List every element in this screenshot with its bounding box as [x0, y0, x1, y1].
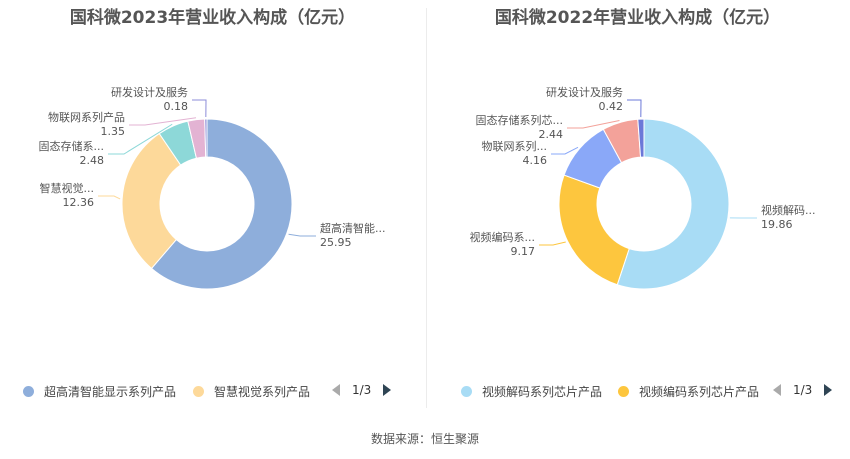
legend-item[interactable]: 视频编码系列芯片产品: [618, 383, 759, 400]
slice-value-label: 2.44: [539, 128, 564, 141]
label-leader-line: [108, 123, 173, 155]
legend-page-indicator: 1/3: [793, 383, 813, 397]
slice-label: 超高清智能...: [320, 221, 386, 235]
legend-item[interactable]: 超高清智能显示系列产品: [23, 383, 176, 400]
label-leader-line: [288, 233, 316, 237]
label-leader-line: [539, 241, 566, 246]
slice-label: 视频解码...: [761, 203, 816, 217]
legend: 超高清智能显示系列产品 智慧视觉系列产品 1/3: [0, 383, 425, 403]
prev-page-icon[interactable]: [773, 384, 781, 396]
panel-divider: [426, 8, 427, 408]
slice-value-label: 0.42: [599, 100, 624, 113]
slice-value-label: 4.16: [523, 154, 548, 167]
slice-value-label: 1.35: [101, 125, 126, 138]
slice-value-label: 12.36: [63, 196, 95, 209]
slice-value-label: 25.95: [320, 236, 352, 249]
slice-label: 物联网系列...: [482, 139, 548, 153]
legend-swatch: [193, 386, 204, 397]
legend-item[interactable]: 视频解码系列芯片产品: [461, 383, 602, 400]
donut-chart-2023: 超高清智能...25.95 智慧视觉...12.36 固态存储系...2.48 物联网…: [39, 85, 386, 290]
label-leader-line: [98, 195, 121, 200]
label-leader-line: [627, 99, 642, 118]
next-page-icon[interactable]: [383, 384, 392, 396]
donut-slice[interactable]: [637, 118, 645, 158]
slice-label: 智慧视觉...: [40, 181, 95, 195]
label-leader-line: [551, 146, 579, 155]
donut-chart-2022: 视频解码...19.86 视频编码系...9.17 物联网系列...4.16 固态存储…: [470, 85, 816, 290]
chart-title: 国科微2022年营业收入构成（亿元）: [494, 8, 781, 28]
slice-value-label: 9.17: [511, 245, 536, 258]
slice-label: 视频编码系...: [470, 230, 536, 244]
slice-value-label: 2.48: [80, 154, 105, 167]
slice-label: 研发设计及服务: [111, 85, 188, 99]
legend-page-indicator: 1/3: [352, 383, 372, 397]
legend-label: 超高清智能显示系列产品: [44, 385, 177, 399]
slice-value-label: 19.86: [761, 218, 793, 231]
next-page-icon[interactable]: [824, 384, 833, 396]
legend-label: 视频编码系列芯片产品: [639, 385, 760, 399]
label-leader-line: [192, 99, 207, 118]
legend-pager: 1/3: [332, 383, 392, 397]
label-leader-line: [129, 117, 197, 126]
legend-label: 视频解码系列芯片产品: [482, 385, 603, 399]
donut-slice[interactable]: [121, 132, 182, 270]
prev-page-icon[interactable]: [332, 384, 340, 396]
slice-label: 固态存储系列芯...: [476, 113, 564, 127]
legend-swatch: [618, 386, 629, 397]
chart-panel-2022: 国科微2022年营业收入构成（亿元） 视频解码... 19.86 视频编码系... 9…: [425, 0, 850, 410]
slice-value-label: 0.18: [164, 100, 189, 113]
chart-title: 国科微2023年营业收入构成（亿元）: [69, 8, 356, 28]
legend-label: 智慧视觉系列产品: [214, 385, 311, 399]
legend-item[interactable]: 智慧视觉系列产品: [193, 383, 310, 400]
slice-label: 固态存储系...: [39, 139, 105, 153]
slice-label: 物联网系列产品: [48, 110, 125, 124]
donut-slice[interactable]: [204, 118, 208, 158]
donut-slice[interactable]: [616, 118, 730, 290]
slice-label: 研发设计及服务: [546, 85, 623, 99]
legend-swatch: [23, 386, 34, 397]
data-source: 数据来源：恒生聚源: [370, 432, 479, 446]
donut-slice[interactable]: [558, 174, 630, 286]
donut-slice[interactable]: [150, 118, 293, 290]
legend-pager: 1/3: [773, 383, 833, 397]
legend: 视频解码系列芯片产品 视频编码系列芯片产品 1/3: [425, 383, 850, 403]
legend-swatch: [461, 386, 472, 397]
label-leader-line: [567, 120, 620, 129]
chart-panel-2023: 国科微2023年营业收入构成（亿元） 超高清智能... 25.95 智慧视觉... 1…: [0, 0, 425, 410]
